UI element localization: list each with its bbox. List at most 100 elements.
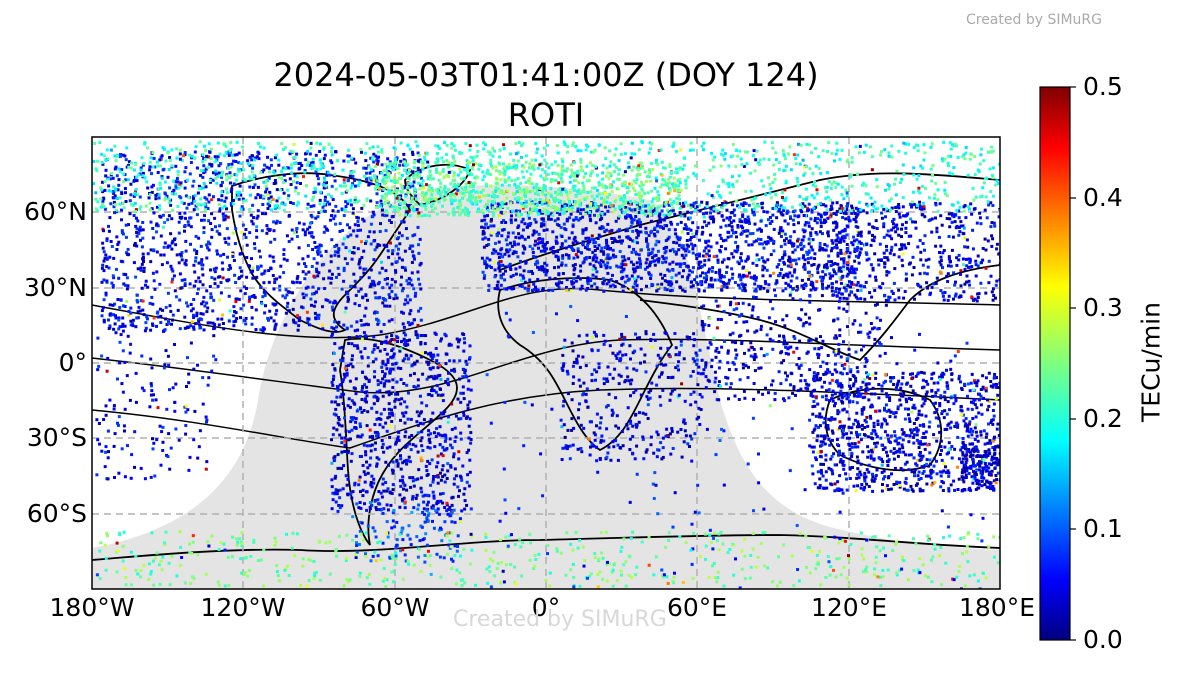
roti-point — [689, 203, 693, 207]
roti-point — [264, 212, 268, 216]
roti-point — [135, 316, 139, 320]
roti-point — [606, 271, 610, 275]
roti-point — [910, 203, 914, 207]
roti-point — [795, 363, 799, 367]
roti-point — [110, 245, 114, 248]
roti-point — [821, 282, 824, 286]
roti-point — [366, 298, 369, 302]
roti-point — [538, 237, 542, 240]
roti-point — [97, 422, 101, 425]
roti-point — [179, 286, 183, 290]
roti-point — [159, 321, 163, 324]
roti-point — [688, 269, 692, 273]
roti-point — [796, 237, 800, 241]
roti-point — [440, 412, 444, 416]
roti-point — [743, 229, 747, 233]
roti-point — [255, 155, 259, 159]
roti-point — [670, 429, 674, 433]
roti-point — [138, 195, 142, 199]
roti-point — [356, 247, 360, 251]
roti-point — [815, 232, 819, 236]
roti-point — [191, 184, 195, 188]
roti-point — [638, 207, 642, 211]
roti-point — [399, 402, 403, 406]
roti-point — [645, 448, 649, 452]
roti-point — [939, 244, 943, 248]
roti-point — [333, 400, 337, 404]
roti-point — [420, 430, 424, 434]
roti-point — [366, 356, 370, 360]
roti-point — [227, 294, 231, 298]
roti-point — [164, 317, 167, 321]
roti-point — [570, 245, 573, 249]
roti-point — [315, 270, 319, 274]
roti-point — [803, 266, 807, 270]
roti-point — [963, 236, 967, 240]
roti-point — [966, 245, 970, 249]
roti-point — [616, 229, 620, 233]
roti-point — [374, 506, 378, 510]
roti-point — [838, 240, 842, 244]
roti-point — [269, 316, 273, 320]
roti-point — [120, 208, 123, 212]
roti-point — [571, 382, 575, 385]
roti-point — [194, 234, 198, 238]
roti-point — [670, 289, 674, 292]
roti-point — [312, 304, 316, 308]
roti-point — [341, 208, 344, 212]
roti-point — [816, 271, 820, 275]
roti-point — [457, 340, 461, 344]
roti-point — [324, 249, 328, 253]
roti-point — [659, 272, 663, 276]
roti-point — [260, 272, 264, 276]
roti-point — [585, 340, 589, 344]
roti-point — [278, 284, 282, 288]
roti-point — [779, 204, 783, 208]
roti-point — [345, 327, 349, 331]
roti-point — [819, 225, 823, 228]
roti-point — [381, 477, 385, 481]
roti-point — [402, 496, 406, 500]
roti-point — [183, 211, 187, 215]
roti-point — [346, 154, 350, 158]
roti-point — [102, 278, 106, 282]
roti-point — [670, 282, 674, 286]
roti-point — [677, 262, 681, 266]
roti-point — [400, 310, 404, 314]
roti-point — [238, 276, 242, 280]
roti-point — [119, 333, 123, 337]
roti-point — [399, 159, 403, 163]
roti-point — [187, 202, 191, 206]
roti-point — [680, 382, 684, 386]
roti-point — [409, 417, 413, 421]
roti-point — [594, 333, 598, 337]
roti-point — [397, 236, 400, 240]
roti-point — [170, 247, 174, 251]
roti-point — [160, 154, 164, 158]
roti-point — [188, 455, 192, 459]
roti-point — [379, 222, 382, 226]
roti-point — [521, 206, 525, 210]
roti-point — [406, 339, 409, 343]
roti-point — [747, 217, 751, 221]
roti-point — [167, 432, 171, 436]
roti-point — [365, 508, 369, 512]
roti-point — [355, 234, 359, 238]
roti-point — [759, 229, 763, 233]
roti-point — [984, 266, 988, 270]
roti-point — [611, 248, 615, 252]
roti-point — [670, 389, 674, 393]
roti-point — [198, 429, 202, 433]
roti-point — [680, 275, 684, 279]
roti-point — [537, 267, 541, 271]
roti-point — [344, 205, 348, 209]
roti-point — [414, 496, 418, 500]
roti-point — [581, 240, 585, 244]
roti-point — [743, 283, 747, 287]
roti-point — [817, 347, 821, 351]
roti-point — [398, 479, 402, 483]
roti-point — [592, 241, 596, 245]
roti-point — [273, 156, 277, 160]
roti-point — [150, 172, 153, 176]
roti-point — [919, 250, 923, 254]
